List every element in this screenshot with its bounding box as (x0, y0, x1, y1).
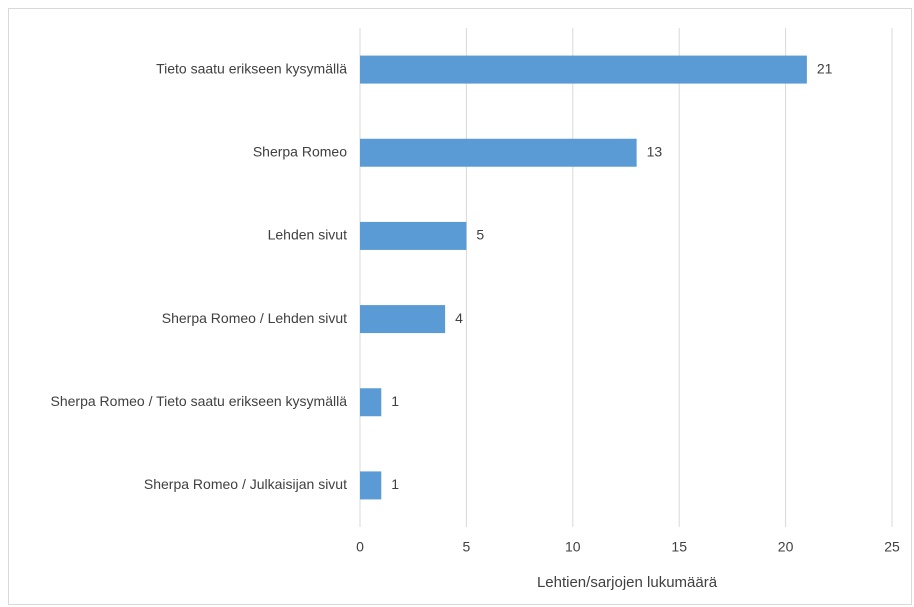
x-tick-label: 20 (778, 539, 794, 555)
chart-border (8, 8, 912, 605)
y-tick-label: Tieto saatu erikseen kysymällä (156, 60, 347, 76)
bar (360, 305, 446, 334)
y-tick-label: Sherpa Romeo (253, 143, 347, 159)
x-tick-label: 0 (356, 539, 364, 555)
bar (360, 471, 382, 500)
bar (360, 388, 382, 417)
data-label: 13 (647, 143, 663, 159)
data-label: 1 (391, 393, 399, 409)
y-tick-label: Sherpa Romeo / Tieto saatu erikseen kysy… (51, 393, 348, 409)
y-tick-label: Sherpa Romeo / Lehden sivut (162, 310, 347, 326)
data-label: 4 (455, 310, 463, 326)
x-tick-label: 15 (671, 539, 687, 555)
x-tick-label: 10 (565, 539, 581, 555)
y-tick-label: Sherpa Romeo / Julkaisijan sivut (144, 476, 347, 492)
data-label: 21 (817, 60, 833, 76)
x-tick-label: 25 (884, 539, 900, 555)
y-tick-label: Lehden sivut (268, 227, 348, 243)
data-label: 5 (476, 227, 484, 243)
bar (360, 55, 807, 84)
bar (360, 138, 637, 167)
x-axis-title: Lehtien/sarjojen lukumäärä (537, 574, 718, 591)
x-tick-label: 5 (463, 539, 471, 555)
bar (360, 221, 467, 250)
data-label: 1 (391, 476, 399, 492)
